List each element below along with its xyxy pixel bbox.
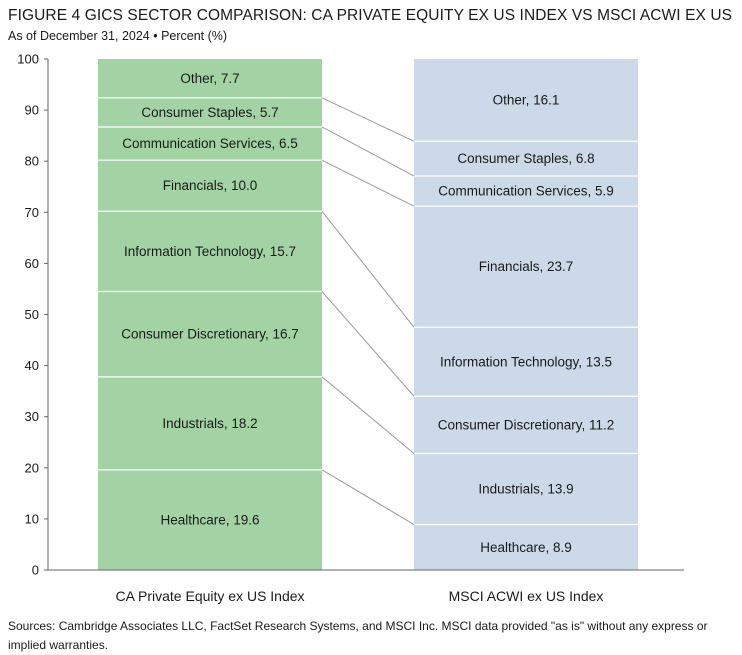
bar-segment <box>98 211 322 292</box>
segment-label: Consumer Discretionary, 16.7 <box>121 327 299 342</box>
y-tick-label: 20 <box>25 460 39 475</box>
y-tick-label: 90 <box>25 103 39 118</box>
sources-note: Sources: Cambridge Associates LLC, FactS… <box>8 619 708 652</box>
y-tick-label: 80 <box>25 154 39 169</box>
segment-label: Information Technology, 13.5 <box>440 354 612 369</box>
segment-label: Healthcare, 8.9 <box>480 540 572 555</box>
bar-segment <box>414 59 638 142</box>
y-tick-label: 40 <box>25 358 39 373</box>
segment-label: Financials, 10.0 <box>163 178 258 193</box>
figure-subtitle: As of December 31, 2024 • Percent (%) <box>8 29 228 43</box>
bar-segment <box>98 469 322 570</box>
bar-segment <box>414 141 638 177</box>
connector-line <box>321 159 415 207</box>
connector-line <box>321 291 415 397</box>
bar-segment <box>414 453 638 525</box>
y-tick-label: 0 <box>32 563 39 578</box>
y-tick-label: 10 <box>25 511 39 526</box>
category-label: CA Private Equity ex US Index <box>115 588 304 604</box>
segment-label: Consumer Discretionary, 11.2 <box>438 417 615 432</box>
bar-segment <box>98 97 322 127</box>
connector-line <box>321 210 415 328</box>
bar-segment <box>98 291 322 377</box>
bar-segment <box>414 176 638 207</box>
bar-segment <box>98 59 322 98</box>
segment-label: Industrials, 13.9 <box>478 482 573 497</box>
segment-label: Consumer Staples, 6.8 <box>457 151 594 166</box>
connector-line <box>321 126 415 177</box>
bar-segment <box>98 160 322 212</box>
figure-title: FIGURE 4 GICS SECTOR COMPARISON: CA PRIV… <box>8 7 733 24</box>
bar-segment <box>98 376 322 470</box>
y-tick-label: 50 <box>25 307 39 322</box>
segment-label: Financials, 23.7 <box>479 259 574 274</box>
connector-line <box>321 469 415 525</box>
y-tick-label: 60 <box>25 256 39 271</box>
segment-label: Industrials, 18.2 <box>162 416 257 431</box>
y-tick-label: 100 <box>17 52 39 67</box>
bar-segment <box>414 524 638 570</box>
segment-label: Communication Services, 5.9 <box>438 184 614 199</box>
bar-segment <box>414 206 638 328</box>
bar-segment <box>414 327 638 397</box>
segment-label: Communication Services, 6.5 <box>122 136 298 151</box>
y-tick-label: 70 <box>25 205 39 220</box>
y-tick-label: 30 <box>25 409 39 424</box>
segment-label: Healthcare, 19.6 <box>160 512 259 527</box>
segment-label: Information Technology, 15.7 <box>124 244 296 259</box>
connector-line <box>321 376 415 454</box>
bar-segment <box>98 126 322 161</box>
connector-line <box>321 97 415 142</box>
category-label: MSCI ACWI ex US Index <box>449 588 604 604</box>
segment-label: Other, 16.1 <box>493 93 560 108</box>
segment-label: Consumer Staples, 5.7 <box>141 105 278 120</box>
bar-segment <box>414 396 638 454</box>
segment-label: Other, 7.7 <box>180 71 239 86</box>
